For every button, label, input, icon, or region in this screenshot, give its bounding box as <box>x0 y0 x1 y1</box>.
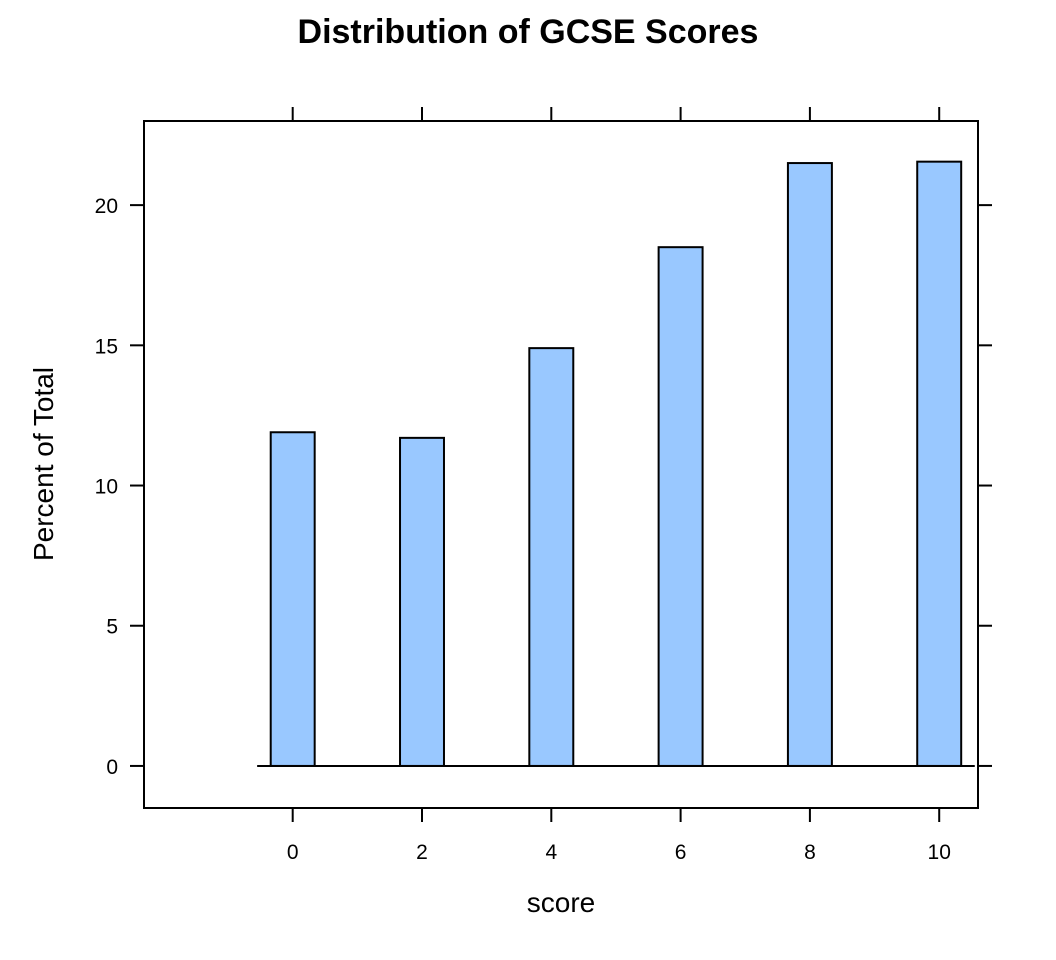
bar-4 <box>528 347 575 767</box>
bar-0 <box>269 431 316 767</box>
y-tick-label: 0 <box>106 756 118 779</box>
x-tick-label: 8 <box>804 841 816 864</box>
y-tick-label: 5 <box>106 616 118 639</box>
bar-10 <box>916 160 963 767</box>
bar-8 <box>786 162 833 767</box>
bar-6 <box>657 246 704 767</box>
x-tick-label: 2 <box>416 841 428 864</box>
x-tick-label: 0 <box>287 841 299 864</box>
y-axis-label: Percent of Total <box>28 367 59 561</box>
chart-title: Distribution of GCSE Scores <box>298 13 759 51</box>
x-tick-label: 10 <box>928 841 951 864</box>
y-tick-label: 15 <box>95 335 118 358</box>
x-axis-label: score <box>527 887 595 918</box>
plot-frame <box>143 120 979 809</box>
bars-group <box>269 160 963 767</box>
y-tick-label: 20 <box>95 195 118 218</box>
bar-2 <box>399 436 445 767</box>
x-tick-label: 4 <box>545 841 557 864</box>
x-axis-ticks: 0 2 4 6 8 10 <box>287 107 951 864</box>
y-tick-label: 10 <box>95 476 118 499</box>
x-tick-label: 6 <box>675 841 687 864</box>
y-axis-ticks: 0 5 10 15 20 <box>95 195 992 779</box>
